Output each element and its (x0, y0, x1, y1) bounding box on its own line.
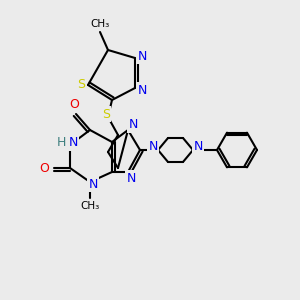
Text: S: S (77, 79, 85, 92)
Text: N: N (193, 140, 203, 154)
Text: N: N (68, 136, 78, 149)
Text: N: N (137, 83, 147, 97)
Text: S: S (102, 107, 110, 121)
Text: N: N (128, 118, 138, 131)
Text: N: N (137, 50, 147, 62)
Text: H: H (56, 136, 66, 149)
Text: O: O (69, 98, 79, 110)
Text: O: O (39, 161, 49, 175)
Text: N: N (148, 140, 158, 154)
Text: CH₃: CH₃ (90, 19, 110, 29)
Text: N: N (88, 178, 98, 190)
Text: N: N (126, 172, 136, 184)
Text: CH₃: CH₃ (80, 201, 100, 211)
